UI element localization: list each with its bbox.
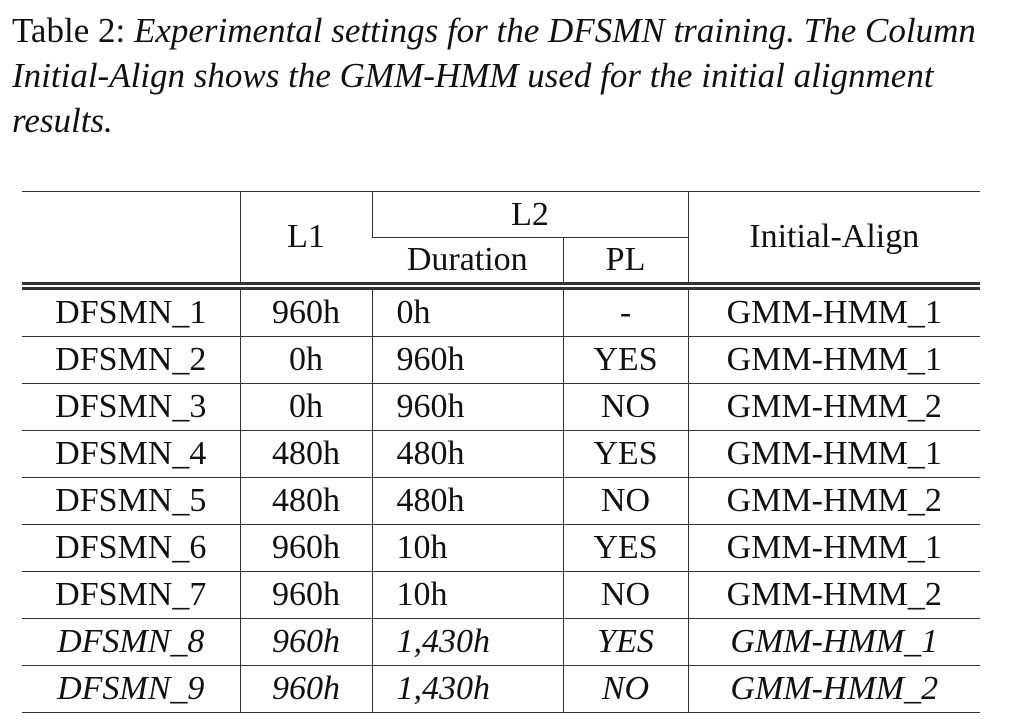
header-cell: Duration — [372, 237, 563, 290]
table-cell: - — [562, 286, 688, 337]
table-cell: NO — [562, 477, 688, 525]
header-cell: L1 — [239, 191, 372, 290]
table-cell: 960h — [239, 571, 372, 619]
header-cell — [22, 191, 240, 290]
caption-label: Table 2: — [12, 11, 126, 50]
table-row: DFSMN_7 960h 10h NO GMM-HMM_2 — [22, 571, 980, 619]
table-cell: 0h — [239, 336, 372, 384]
table-cell: GMM-HMM_2 — [687, 571, 980, 619]
table-cell: DFSMN_7 — [22, 571, 240, 619]
table-row: DFSMN_4 480h 480h YES GMM-HMM_1 — [22, 430, 980, 478]
table-cell: GMM-HMM_2 — [687, 477, 980, 525]
table-cell: GMM-HMM_1 — [687, 336, 980, 384]
table-cell: YES — [562, 336, 688, 384]
table-body: DFSMN_1 960h 0h - GMM-HMM_1 DFSMN_2 0h 960h YES G… — [22, 286, 980, 713]
table-cell: DFSMN_8 — [22, 618, 240, 666]
table-cell: 480h — [239, 430, 372, 478]
table-cell: GMM-HMM_1 — [687, 430, 980, 478]
table-cell: DFSMN_6 — [22, 524, 240, 572]
table-cell: YES — [562, 430, 688, 478]
table-cell: GMM-HMM_2 — [687, 383, 980, 431]
caption-text: Experimental settings for the DFSMN trai… — [12, 11, 976, 140]
header-cell: PL — [562, 237, 688, 290]
table-cell: DFSMN_3 — [22, 383, 240, 431]
table-cell: 480h — [371, 430, 563, 478]
table-cell: 1,430h — [371, 618, 563, 666]
settings-table: L1 L2 Initial-Align Duration PL DFSMN_1 9… — [22, 191, 980, 713]
table-cell: 960h — [239, 618, 372, 666]
table-cell: DFSMN_1 — [22, 286, 240, 337]
caption: Table 2: Experimental settings for the D… — [12, 8, 997, 143]
table-cell: YES — [562, 524, 688, 572]
table-cell: GMM-HMM_1 — [687, 524, 980, 572]
table-cell: DFSMN_4 — [22, 430, 240, 478]
table-cell: 960h — [371, 336, 563, 384]
table-cell: 960h — [239, 524, 372, 572]
table-row: DFSMN_2 0h 960h YES GMM-HMM_1 — [22, 336, 980, 384]
table-cell: NO — [562, 571, 688, 619]
table-cell: 960h — [239, 286, 372, 337]
header-cell: Initial-Align — [687, 191, 980, 290]
table-cell: NO — [562, 665, 688, 713]
table-cell: DFSMN_2 — [22, 336, 240, 384]
table-cell: GMM-HMM_1 — [687, 286, 980, 337]
table-cell: 1,430h — [371, 665, 563, 713]
table-cell: 0h — [371, 286, 563, 337]
table-cell: 480h — [239, 477, 372, 525]
table-row: DFSMN_1 960h 0h - GMM-HMM_1 — [22, 286, 980, 337]
table-cell: GMM-HMM_2 — [687, 665, 980, 713]
table-cell: DFSMN_9 — [22, 665, 240, 713]
table-cell: 960h — [371, 383, 563, 431]
table-cell: NO — [562, 383, 688, 431]
table-cell: GMM-HMM_1 — [687, 618, 980, 666]
table-row: DFSMN_3 0h 960h NO GMM-HMM_2 — [22, 383, 980, 431]
table-row: DFSMN_9 960h 1,430h NO GMM-HMM_2 — [22, 665, 980, 713]
table-cell: 10h — [371, 524, 563, 572]
table-cell: 10h — [371, 571, 563, 619]
table-row: DFSMN_5 480h 480h NO GMM-HMM_2 — [22, 477, 980, 525]
header-cell: L2 — [371, 191, 688, 238]
table-cell: 960h — [239, 665, 372, 713]
table-cell: DFSMN_5 — [22, 477, 240, 525]
table-cell: YES — [562, 618, 688, 666]
table-cell: 480h — [371, 477, 563, 525]
table-row: DFSMN_8 960h 1,430h YES GMM-HMM_1 — [22, 618, 980, 666]
table-row: DFSMN_6 960h 10h YES GMM-HMM_1 — [22, 524, 980, 572]
table-cell: 0h — [239, 383, 372, 431]
